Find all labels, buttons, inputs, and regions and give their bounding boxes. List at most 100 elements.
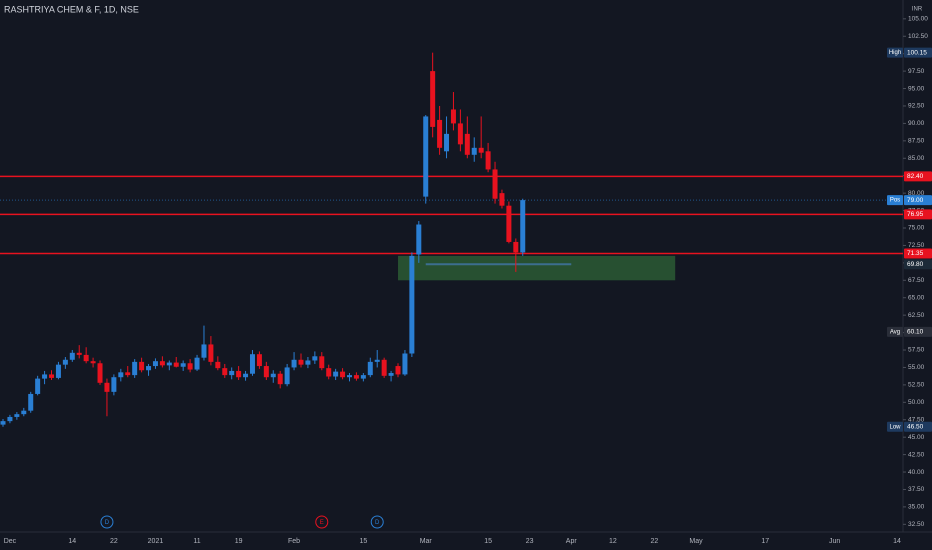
- y-tick-label: 80.00: [908, 190, 925, 197]
- candle-body: [90, 361, 96, 364]
- y-tick-label: 37.50: [908, 486, 925, 493]
- y-tick-label: 75.00: [908, 225, 925, 232]
- candle-body: [229, 370, 235, 376]
- candle-body: [381, 359, 387, 376]
- x-tick-label: Feb: [288, 538, 300, 545]
- candle-body: [76, 352, 82, 355]
- price-box: [904, 326, 932, 337]
- y-tick-label: 95.00: [908, 85, 925, 92]
- price-box-label: 82.40: [907, 173, 924, 180]
- price-box-label: 71.35: [907, 250, 924, 257]
- candle-body: [243, 373, 249, 378]
- candle-body: [319, 356, 325, 369]
- y-tick-label: 57.50: [908, 347, 925, 354]
- x-tick-label: 12: [609, 538, 617, 545]
- event-marker: [370, 515, 384, 529]
- candle-body: [277, 373, 283, 385]
- candle-body: [146, 366, 152, 371]
- candle-body: [139, 361, 145, 371]
- price-box: [904, 248, 932, 259]
- y-tick-label: 72.50: [908, 242, 925, 249]
- price-box: [904, 209, 932, 220]
- candle-body: [42, 374, 48, 379]
- candle-body: [305, 360, 311, 365]
- candle-body: [97, 363, 103, 383]
- event-label: D: [105, 520, 110, 526]
- candle-body: [166, 362, 172, 366]
- candle-body: [347, 375, 352, 378]
- currency: INR: [912, 7, 923, 13]
- y-tick-label: 55.00: [908, 364, 925, 371]
- candle-body: [450, 109, 456, 124]
- candle-body: [353, 375, 359, 379]
- candle-body: [374, 359, 380, 362]
- candle-body: [21, 410, 27, 415]
- candle-body: [333, 371, 339, 377]
- x-tick-label: May: [689, 538, 703, 545]
- zone: [398, 255, 676, 281]
- x-tick-label: 15: [484, 538, 492, 545]
- y-tick-label: 42.50: [908, 451, 925, 458]
- x-tick-label: Dec: [4, 538, 17, 545]
- y-tick-label: 65.00: [908, 294, 925, 301]
- candle-body: [187, 363, 193, 370]
- y-tick-label: 50.00: [908, 399, 925, 406]
- candle-body: [506, 205, 512, 242]
- price-box: [904, 421, 932, 432]
- y-tick-label: 105.00: [908, 16, 928, 23]
- marker-tag: [887, 421, 903, 432]
- candle-body: [471, 147, 477, 155]
- candle-body: [62, 359, 68, 365]
- candle-body: [69, 352, 75, 360]
- x-tick-label: 17: [761, 538, 769, 545]
- candle-body: [430, 71, 436, 127]
- y-tick-label: 90.00: [908, 120, 925, 127]
- candle-body: [416, 224, 422, 255]
- candle-body: [270, 373, 276, 378]
- candle-body: [249, 354, 255, 374]
- candle-body: [49, 374, 55, 378]
- candle-body: [180, 363, 186, 367]
- x-tick-label: 14: [68, 538, 76, 545]
- x-tick-label: 14: [893, 538, 901, 545]
- candle-body: [409, 255, 415, 354]
- marker-name: High: [889, 50, 901, 56]
- candle-body: [201, 344, 207, 358]
- price-box-label: 46.50: [907, 423, 924, 430]
- x-tick-label: 22: [651, 538, 659, 545]
- candle-body: [367, 361, 373, 376]
- candle-body: [118, 372, 124, 378]
- y-tick-label: 102.50: [908, 33, 928, 40]
- candle-body: [7, 416, 13, 422]
- y-tick-label: 85.00: [908, 155, 925, 162]
- candle-body: [360, 375, 366, 379]
- plot: 32.50 35.00 37.50 40.00 42.50 45.00 47.50 50.00…: [0, 16, 932, 545]
- y-tick-label: 47.50: [908, 416, 925, 423]
- y-tick-label: 32.50: [908, 521, 925, 528]
- candle-body: [478, 147, 484, 153]
- x-tick-label: Mar: [420, 538, 433, 545]
- candle-body: [340, 371, 346, 378]
- candle-body: [444, 133, 450, 152]
- x-tick-label: 23: [526, 538, 534, 545]
- price-box: [904, 259, 932, 270]
- price-box-label: 60.10: [907, 329, 924, 336]
- x-tick-label: 22: [110, 538, 118, 545]
- price-box: [904, 195, 932, 206]
- candle-body: [291, 359, 297, 368]
- candle-body: [520, 200, 526, 253]
- x-tick-label: 19: [235, 538, 243, 545]
- marker-tag: [887, 195, 903, 206]
- price-box-label: 100.15: [907, 49, 927, 56]
- candle-body: [464, 133, 470, 155]
- candle-body: [14, 414, 20, 417]
- candle-body: [326, 368, 332, 377]
- candle-body: [35, 378, 41, 394]
- candle-body: [132, 361, 138, 376]
- candle-body: [513, 241, 519, 253]
- marker-tag: [887, 326, 903, 337]
- candle-body: [298, 359, 304, 365]
- y-tick-label: 40.00: [908, 469, 925, 476]
- candle-body: [492, 169, 498, 199]
